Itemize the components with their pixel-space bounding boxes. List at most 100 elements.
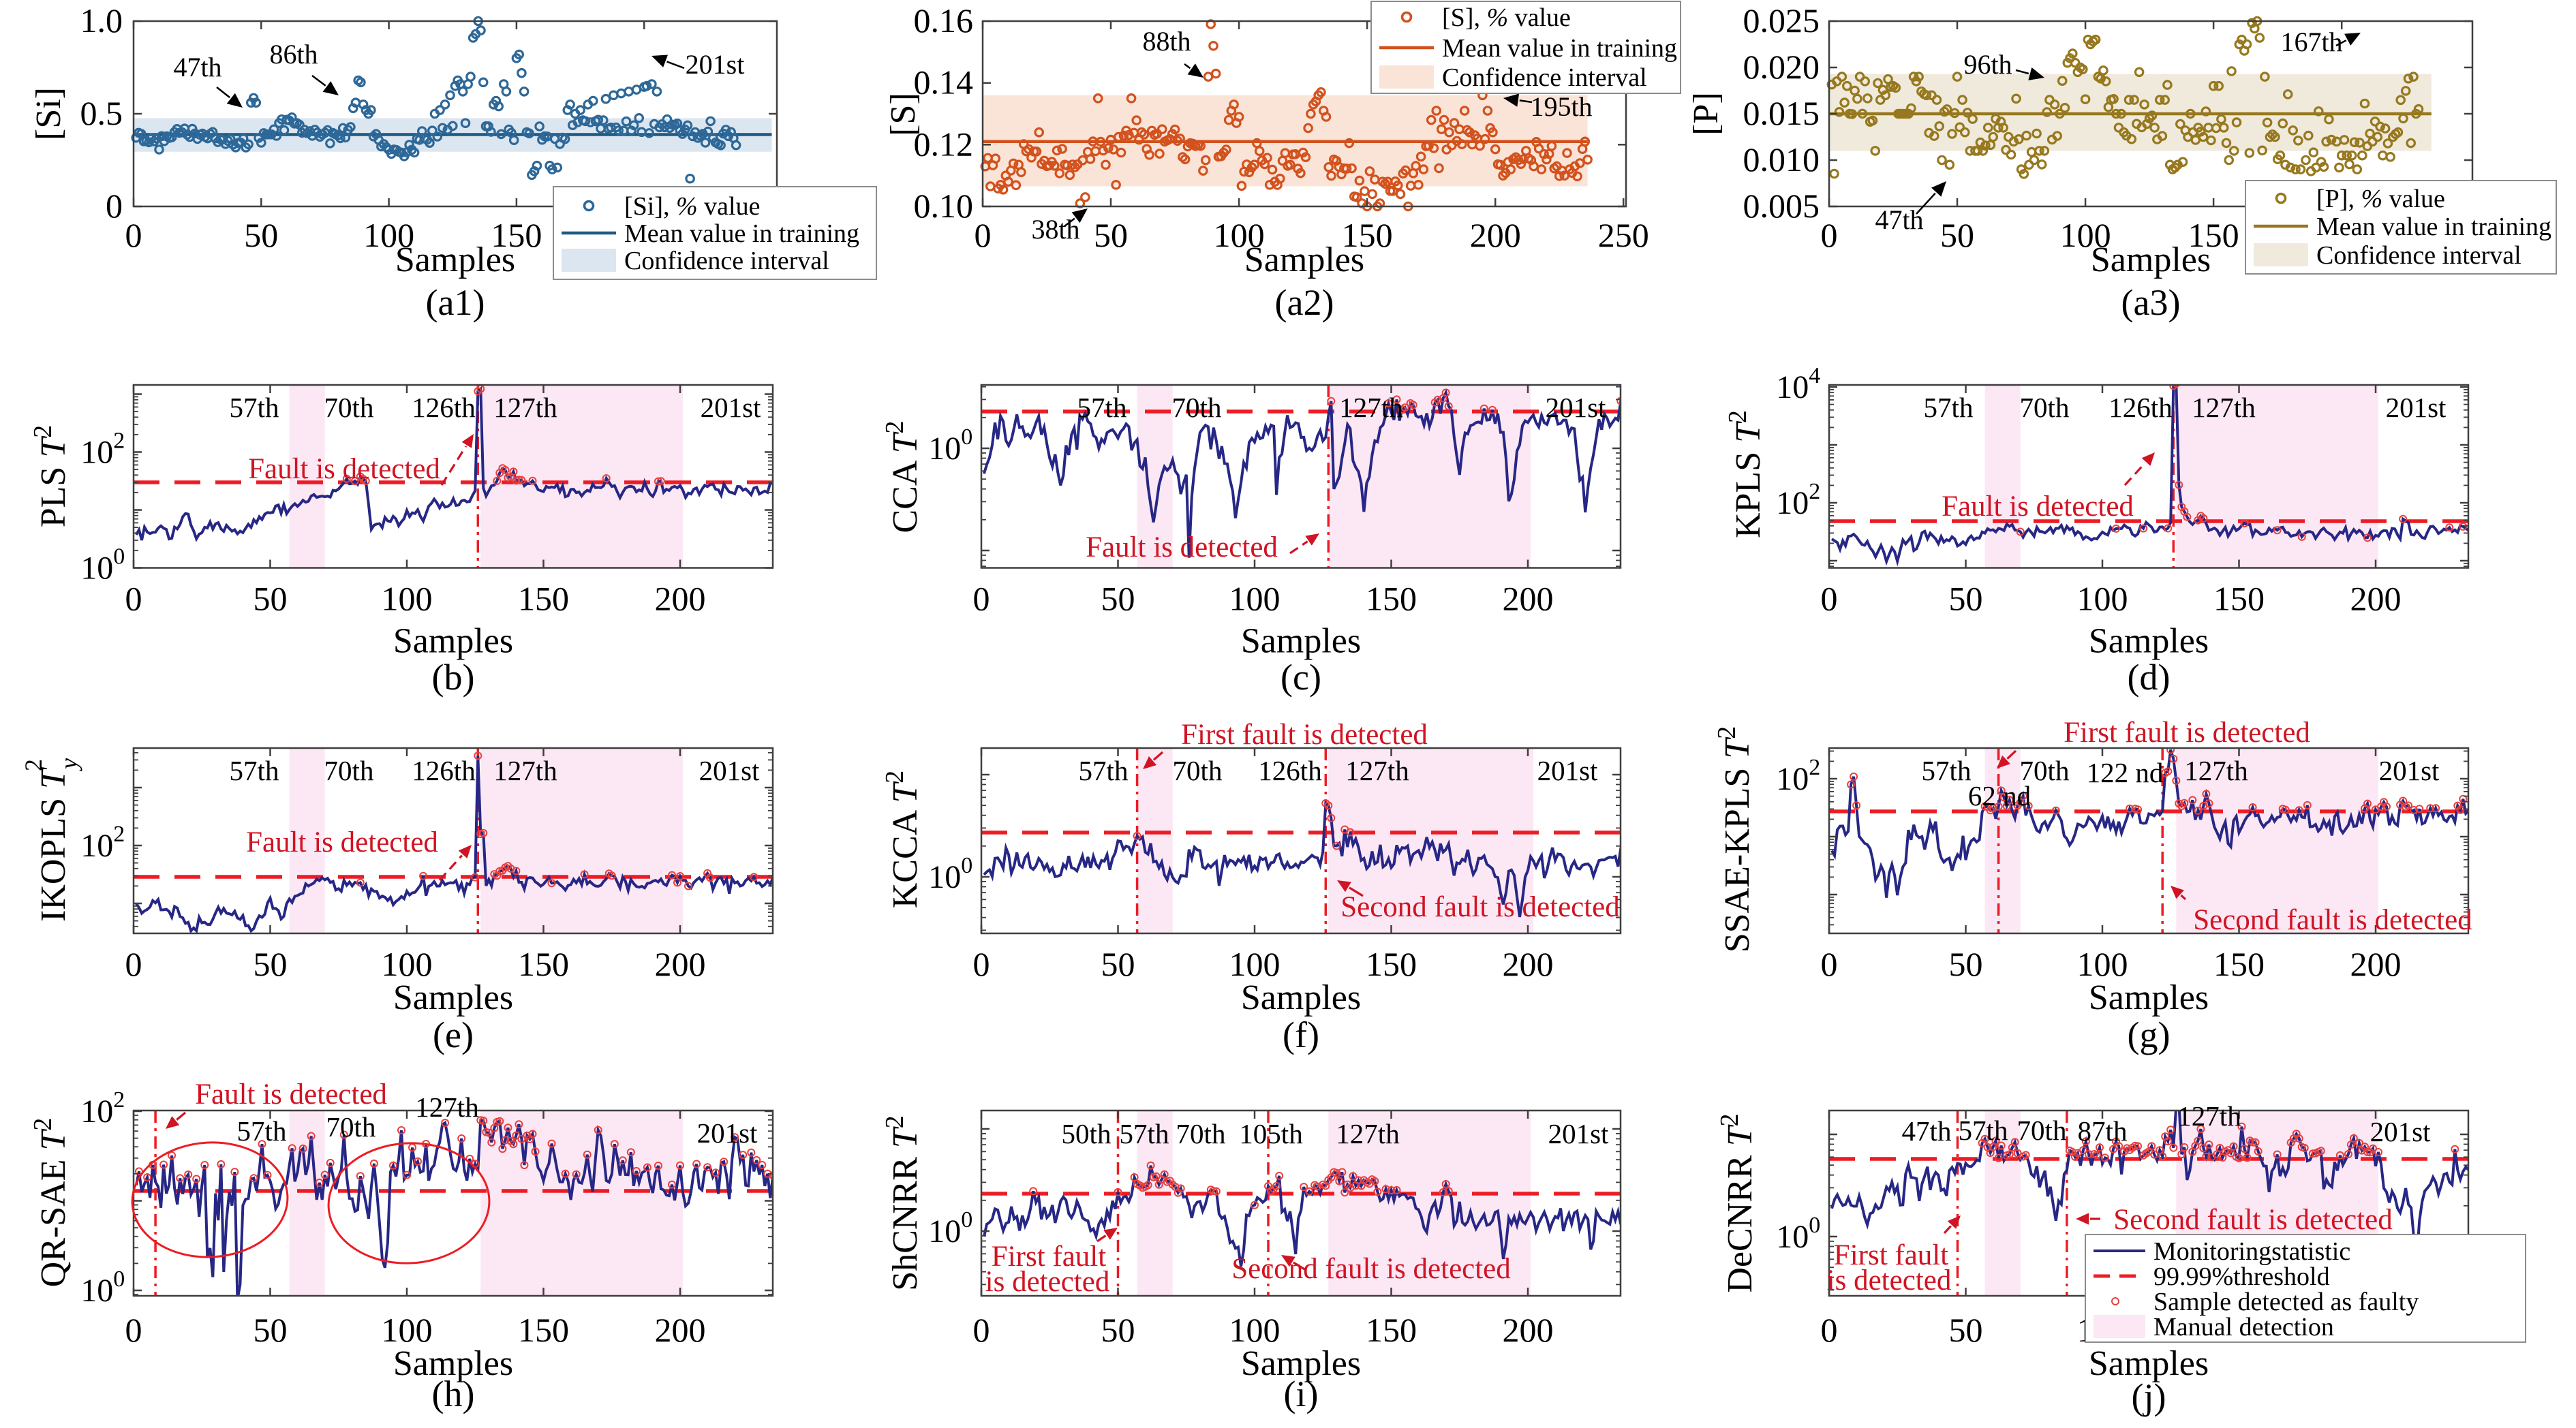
svg-text:0: 0: [1821, 945, 1838, 983]
svg-text:(a1): (a1): [426, 282, 485, 323]
svg-text:127th: 127th: [2192, 392, 2255, 423]
svg-text:Samples: Samples: [1241, 1344, 1361, 1383]
svg-text:(g): (g): [2128, 1014, 2171, 1055]
svg-text:200: 200: [655, 945, 706, 983]
svg-text:150: 150: [1366, 1311, 1417, 1349]
svg-text:CCA T2: CCA T2: [880, 421, 925, 533]
svg-text:100: 100: [1214, 216, 1265, 254]
svg-text:70th: 70th: [2020, 755, 2070, 786]
svg-text:150: 150: [2188, 216, 2239, 254]
svg-text:0: 0: [106, 187, 123, 225]
svg-text:150: 150: [491, 216, 542, 254]
svg-text:Mean value in training: Mean value in training: [624, 219, 859, 248]
svg-text:57th: 57th: [1922, 755, 1972, 786]
svg-text:100: 100: [1229, 580, 1281, 618]
svg-text:Second fault is detected: Second fault is detected: [2193, 904, 2472, 936]
svg-text:50: 50: [254, 945, 288, 983]
svg-text:201st: 201st: [686, 49, 745, 80]
svg-text:Second fault is detected: Second fault is detected: [1231, 1253, 1511, 1285]
svg-text:(b): (b): [432, 657, 475, 698]
svg-text:1.0: 1.0: [80, 1, 123, 40]
svg-text:150: 150: [1366, 945, 1417, 983]
svg-text:127th: 127th: [493, 755, 557, 786]
svg-text:[S]: [S]: [884, 93, 923, 136]
svg-text:150: 150: [2213, 945, 2265, 983]
svg-text:Samples: Samples: [393, 622, 513, 661]
svg-text:Mean value in training: Mean value in training: [1442, 34, 1677, 63]
svg-text:57th: 57th: [1924, 392, 1974, 423]
svg-text:0: 0: [1821, 1311, 1838, 1349]
svg-text:QR-SAE T2: QR-SAE T2: [29, 1118, 73, 1288]
svg-text:0: 0: [125, 216, 142, 254]
svg-text:127th: 127th: [1345, 755, 1409, 786]
svg-text:KPLS T2: KPLS T2: [1723, 410, 1768, 538]
svg-text:0: 0: [973, 1311, 990, 1349]
svg-text:0.16: 0.16: [914, 1, 974, 40]
svg-text:88th: 88th: [1142, 26, 1191, 57]
svg-text:First fault is detected: First fault is detected: [1181, 719, 1428, 751]
svg-text:70th: 70th: [2017, 1115, 2067, 1146]
svg-text:0.025: 0.025: [1743, 1, 1820, 40]
svg-text:201st: 201st: [699, 755, 760, 786]
svg-text:100: 100: [2077, 580, 2128, 618]
svg-text:0: 0: [1821, 216, 1838, 254]
svg-text:(i): (i): [1284, 1373, 1319, 1414]
svg-text:201st: 201st: [697, 1117, 758, 1149]
svg-text:127th: 127th: [1336, 1118, 1399, 1149]
svg-text:122 nd: 122 nd: [2087, 757, 2164, 788]
svg-text:127th: 127th: [2184, 755, 2248, 786]
svg-text:100: 100: [1776, 1213, 1820, 1255]
svg-text:Fault is detected: Fault is detected: [1942, 491, 2134, 523]
svg-text:100: 100: [1229, 945, 1281, 983]
svg-text:127th: 127th: [1339, 392, 1402, 423]
svg-text:(e): (e): [433, 1014, 474, 1055]
svg-text:First fault: First fault: [1834, 1239, 1948, 1271]
svg-text:0.10: 0.10: [914, 187, 974, 225]
svg-text:57th: 57th: [230, 755, 279, 786]
svg-text:87th: 87th: [2078, 1115, 2128, 1147]
svg-text:0: 0: [973, 580, 990, 618]
svg-text:57th: 57th: [1079, 755, 1129, 786]
svg-text:126th: 126th: [1258, 755, 1321, 786]
svg-text:First fault is detected: First fault is detected: [2064, 717, 2310, 749]
svg-text:57th: 57th: [1077, 392, 1127, 423]
svg-text:[Si], % value: [Si], % value: [624, 192, 760, 221]
svg-text:0.12: 0.12: [914, 125, 974, 163]
svg-text:DeCNRR T2: DeCNRR T2: [1715, 1113, 1760, 1292]
svg-text:Second fault is detected: Second fault is detected: [1340, 891, 1620, 923]
svg-text:47th: 47th: [173, 52, 221, 82]
svg-text:Mean value in training: Mean value in training: [2316, 213, 2551, 241]
svg-text:0.14: 0.14: [914, 63, 974, 102]
svg-text:Fault is detected: Fault is detected: [195, 1078, 387, 1111]
svg-text:Monitoringstatistic: Monitoringstatistic: [2153, 1237, 2350, 1266]
svg-text:0.020: 0.020: [1743, 48, 1820, 86]
svg-text:Sample detected as faulty: Sample detected as faulty: [2153, 1288, 2419, 1316]
svg-text:126th: 126th: [2109, 392, 2172, 423]
svg-text:0: 0: [125, 945, 142, 983]
svg-text:167th: 167th: [2280, 27, 2342, 57]
svg-text:150: 150: [1342, 216, 1393, 254]
svg-text:96th: 96th: [1963, 49, 2012, 80]
svg-text:62 nd: 62 nd: [1968, 780, 2031, 811]
svg-text:Samples: Samples: [1244, 240, 1364, 279]
svg-text:201st: 201st: [1548, 1118, 1609, 1149]
svg-text:200: 200: [2350, 580, 2402, 618]
svg-text:50: 50: [254, 1311, 288, 1349]
svg-text:201st: 201st: [2386, 392, 2447, 423]
svg-text:201st: 201st: [701, 392, 761, 423]
svg-text:50: 50: [1094, 216, 1128, 254]
svg-text:(d): (d): [2128, 657, 2171, 698]
svg-text:57th: 57th: [1959, 1115, 2008, 1146]
svg-text:0.5: 0.5: [80, 94, 123, 132]
svg-text:47th: 47th: [1902, 1115, 1952, 1147]
svg-text:Samples: Samples: [2091, 240, 2211, 279]
svg-text:57th: 57th: [230, 392, 279, 423]
svg-text:Confidence interval: Confidence interval: [2316, 241, 2521, 270]
svg-text:50: 50: [1949, 580, 1983, 618]
svg-text:47th: 47th: [1875, 204, 1923, 235]
svg-text:105th: 105th: [1239, 1118, 1302, 1149]
svg-text:Samples: Samples: [393, 978, 513, 1017]
svg-text:102: 102: [80, 1087, 125, 1130]
svg-text:(f): (f): [1283, 1014, 1319, 1055]
svg-text:Samples: Samples: [393, 1344, 513, 1383]
